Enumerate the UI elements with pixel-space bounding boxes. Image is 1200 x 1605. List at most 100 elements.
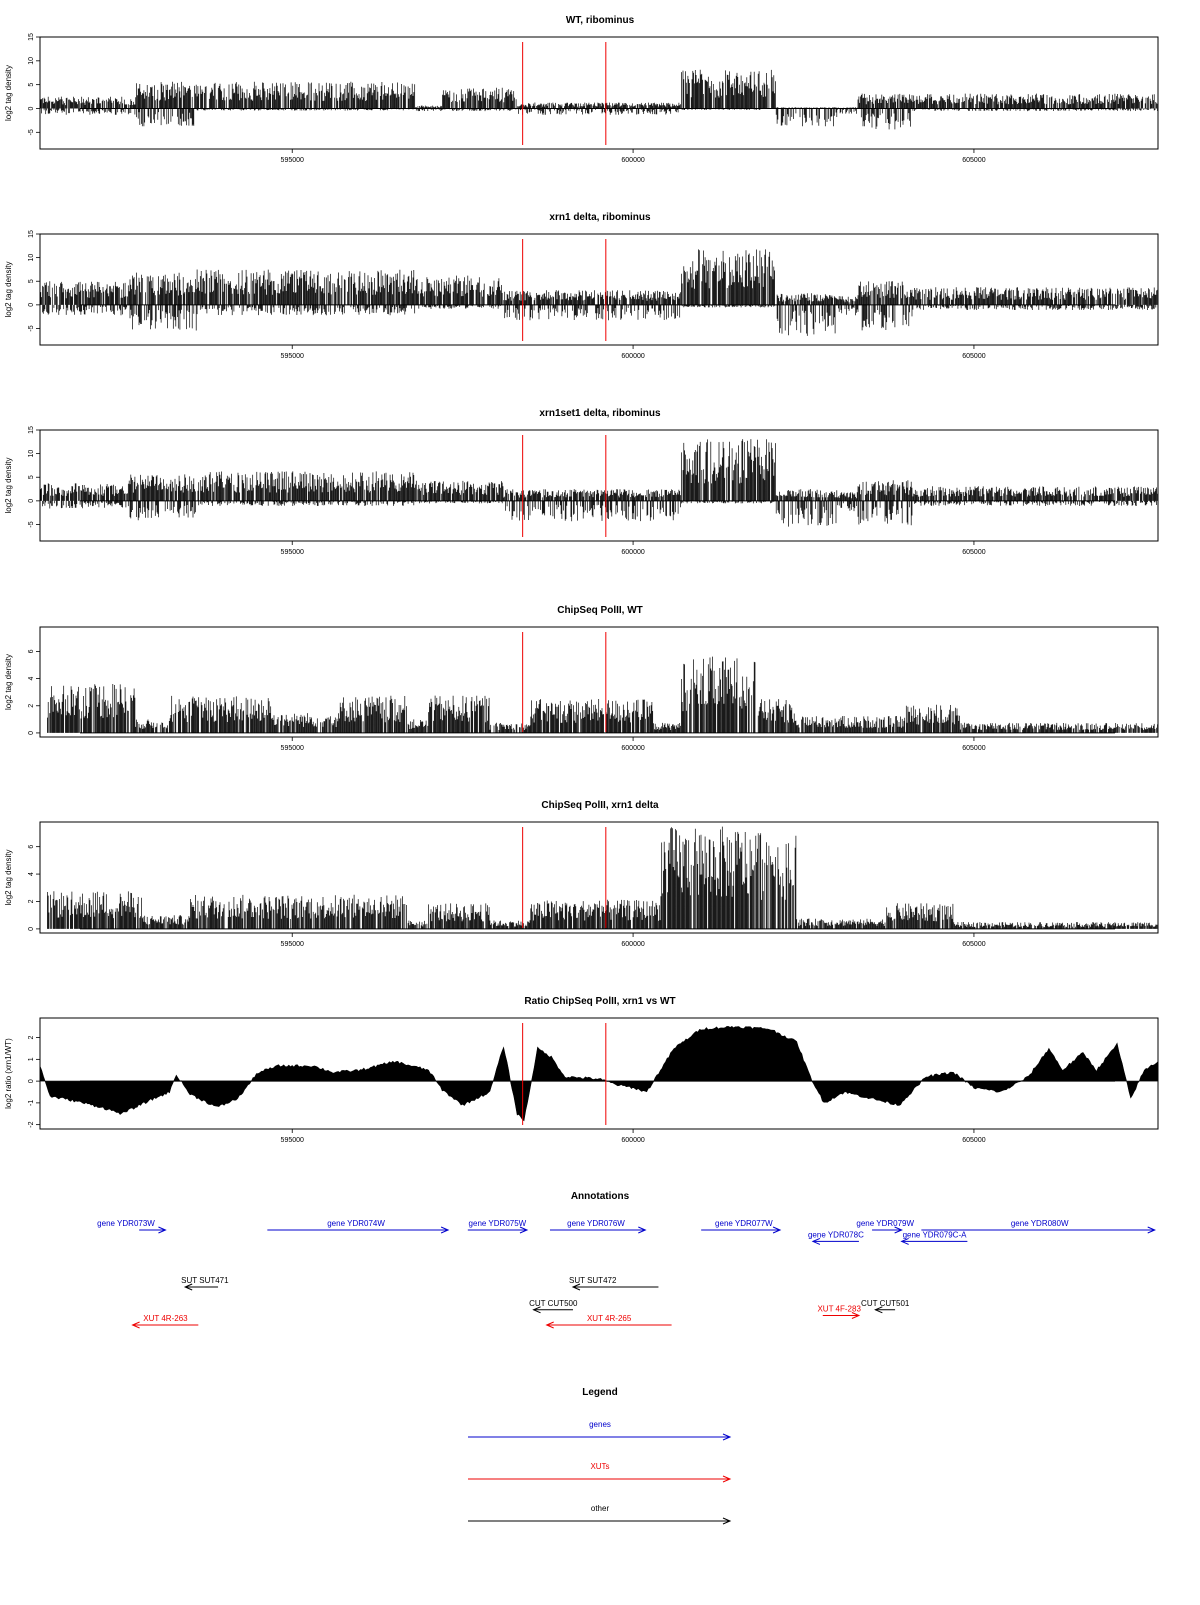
y-axis-label: log2 tag density [4, 261, 13, 317]
y-tick-label: 0 [28, 106, 35, 110]
y-tick-label: 2 [28, 899, 35, 903]
feature-xut: XUT 4F-283 [817, 1305, 861, 1319]
plot-frame [39, 821, 1159, 934]
legend-item-other: other [468, 1504, 732, 1525]
y-tick-label: 4 [28, 872, 35, 876]
signal-track [39, 439, 1158, 527]
x-tick-label: 605000 [962, 745, 985, 752]
y-tick-label: -2 [28, 1121, 35, 1127]
signal-bars [39, 249, 1158, 336]
feature-arrow-head [851, 1312, 861, 1319]
y-tick-label: 0 [28, 927, 35, 931]
annotations-track: Annotations gene YDR073W gene YDR074W gene … [97, 1191, 1156, 1329]
feature-gene: gene YDR075W [467, 1219, 529, 1234]
y-axis-label: log2 tag density [4, 849, 13, 905]
feature-label: gene YDR080W [1011, 1219, 1069, 1228]
legend-arrow-head [722, 1433, 732, 1441]
panel-title: WT, ribominus [566, 15, 635, 26]
feature-arrow-head [131, 1321, 140, 1329]
feature-label: gene YDR079C-A [903, 1230, 968, 1239]
signal-track [39, 69, 1158, 130]
feature-label: XUT 4F-283 [817, 1305, 861, 1314]
plot-frame [39, 233, 1159, 346]
feature-label: CUT CUT500 [529, 1299, 578, 1308]
legend-label: genes [589, 1420, 611, 1429]
feature-other: CUT CUT501 [861, 1299, 910, 1314]
feature-gene: gene YDR079C-A [900, 1230, 968, 1245]
plot-frame [39, 626, 1159, 738]
y-tick-label: 0 [28, 731, 35, 735]
x-tick-label: 595000 [281, 549, 304, 556]
y-tick-label: 10 [28, 450, 35, 458]
y-tick-label: 5 [28, 475, 35, 479]
signal-track [39, 1026, 1159, 1122]
feature-gene: gene YDR079W [856, 1219, 914, 1234]
y-tick-label: -5 [28, 521, 35, 527]
y-tick-label: 5 [28, 83, 35, 87]
x-tick-label: 595000 [281, 1137, 304, 1144]
x-tick-label: 600000 [621, 941, 644, 948]
panel-2: xrn1 delta, ribominus log2 tag density -5 0… [4, 212, 1159, 360]
legend-title: Legend [582, 1387, 618, 1398]
y-tick-label: 0 [28, 303, 35, 307]
plot-frame [39, 429, 1159, 542]
legend-item-xut: XUTs [468, 1462, 732, 1483]
y-tick-label: 10 [28, 254, 35, 262]
y-tick-label: 4 [28, 677, 35, 681]
feature-label: gene YDR079W [856, 1219, 914, 1228]
y-tick-label: 6 [28, 649, 35, 653]
feature-arrow-head [900, 1237, 909, 1245]
feature-label: gene YDR076W [567, 1219, 625, 1228]
plot-frame [39, 36, 1159, 150]
y-axis-label: log2 tag density [4, 654, 13, 710]
feature-arrow-head [158, 1226, 167, 1234]
signal-bars [39, 69, 1158, 130]
signal-track [39, 249, 1158, 336]
legend-arrow-head [722, 1517, 732, 1525]
y-tick-label: -1 [28, 1100, 35, 1106]
feature-gene: gene YDR074W [267, 1219, 450, 1234]
feature-label: gene YDR077W [715, 1219, 773, 1228]
x-tick-label: 600000 [621, 745, 644, 752]
panel-6: Ratio ChipSeq PolII, xrn1 vs WT log2 rati… [4, 996, 1159, 1144]
signal-bars [47, 826, 1158, 929]
feature-arrow-head [440, 1226, 450, 1234]
feature-label: gene YDR078C [808, 1230, 864, 1239]
x-tick-label: 595000 [281, 745, 304, 752]
x-tick-label: 595000 [281, 157, 304, 164]
panel-title: xrn1 delta, ribominus [549, 212, 651, 223]
y-axis-label: log2 tag density [4, 65, 13, 121]
y-tick-label: 15 [28, 33, 35, 41]
signal-track [47, 656, 1158, 733]
x-tick-label: 605000 [962, 157, 985, 164]
x-tick-label: 600000 [621, 549, 644, 556]
feature-arrow-head [545, 1321, 554, 1329]
y-tick-label: 1 [28, 1057, 35, 1061]
legend: Legend genes XUTs other [468, 1387, 732, 1525]
feature-label: SUT SUT472 [569, 1276, 617, 1285]
feature-label: gene YDR073W [97, 1219, 155, 1228]
feature-label: XUT 4R-265 [587, 1314, 632, 1323]
y-tick-label: -5 [28, 129, 35, 135]
feature-other: SUT SUT471 [181, 1276, 229, 1291]
y-axis-label: log2 tag density [4, 457, 13, 513]
legend-arrow-head [722, 1475, 732, 1483]
feature-arrow-head [571, 1283, 581, 1291]
signal-bars [47, 656, 1158, 733]
feature-arrow-head [532, 1306, 541, 1314]
feature-other: CUT CUT500 [529, 1299, 578, 1314]
annotations-title: Annotations [571, 1191, 630, 1202]
x-tick-label: 595000 [281, 941, 304, 948]
feature-label: CUT CUT501 [861, 1299, 910, 1308]
legend-label: XUTs [590, 1462, 609, 1471]
feature-arrow-head [894, 1226, 903, 1234]
y-tick-label: 0 [28, 499, 35, 503]
feature-arrow-head [638, 1226, 647, 1234]
signal-track [47, 826, 1158, 929]
x-tick-label: 595000 [281, 353, 304, 360]
legend-label: other [591, 1504, 610, 1513]
feature-label: SUT SUT471 [181, 1276, 229, 1285]
y-axis-label: log2 ratio (xrn1/WT) [4, 1038, 13, 1109]
